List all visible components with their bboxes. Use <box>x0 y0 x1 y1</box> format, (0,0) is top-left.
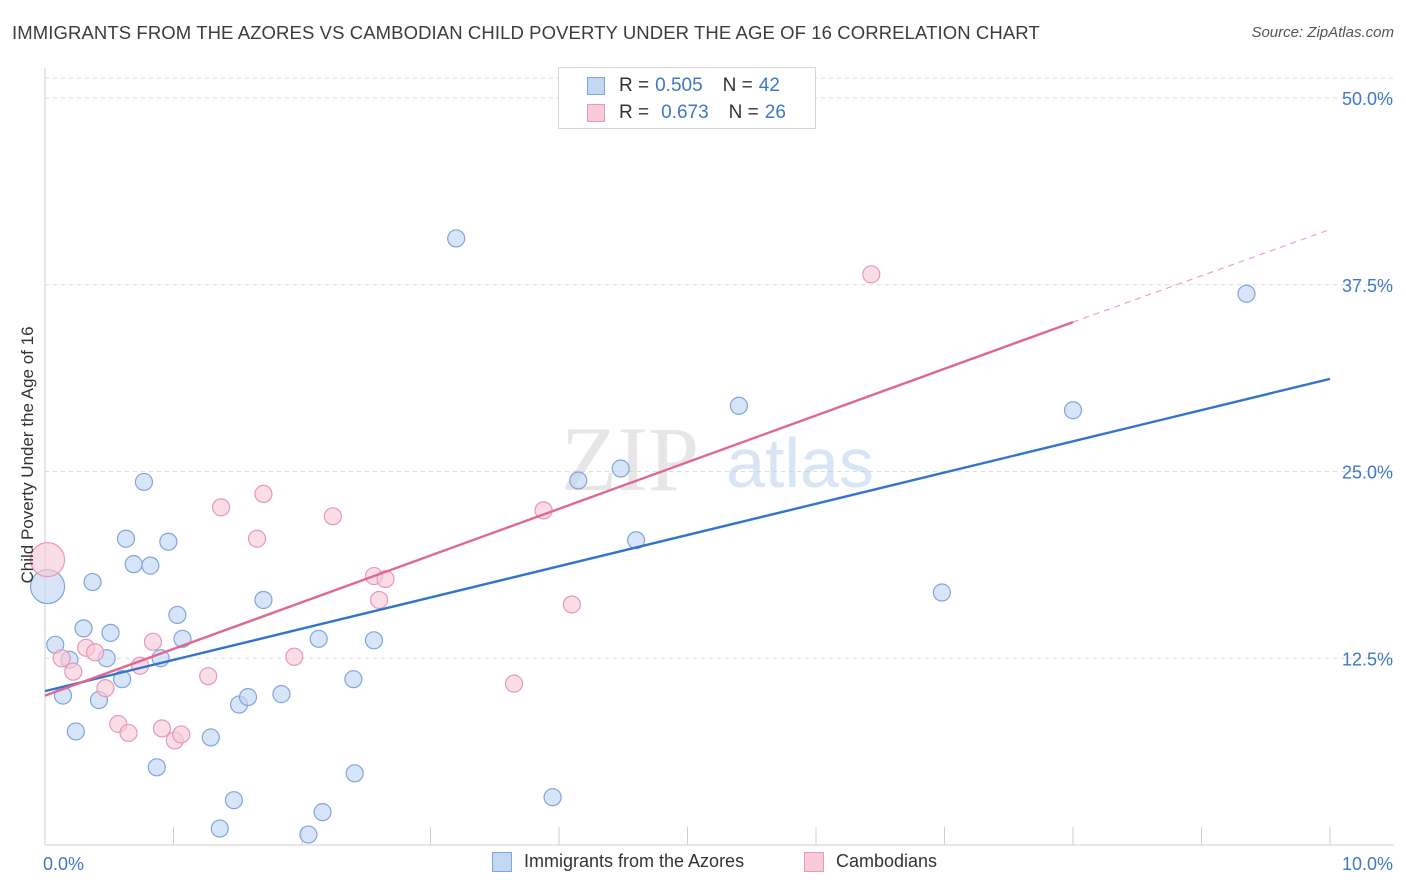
point-azores <box>569 471 588 490</box>
point-azores <box>313 803 332 822</box>
legend-n-label: N = <box>722 75 753 96</box>
legend-r-value-azores: 0.505 <box>655 75 703 96</box>
point-cambodians <box>199 667 218 686</box>
point-azores <box>254 590 273 610</box>
point-azores <box>224 791 243 810</box>
bottom-legend-azores: Immigrants from the Azores <box>492 851 744 872</box>
point-azores <box>344 670 363 689</box>
point-azores <box>272 685 291 704</box>
point-azores <box>626 531 646 550</box>
point-cambodians <box>376 569 395 589</box>
point-azores <box>932 583 952 602</box>
watermark-atlas: atlas <box>726 424 874 502</box>
legend-r-label: R = <box>619 102 650 123</box>
point-azores <box>210 819 229 838</box>
point-azores <box>66 722 85 741</box>
point-cambodians <box>211 498 231 517</box>
point-azores <box>83 572 102 592</box>
point-cambodians <box>323 507 342 526</box>
point-azores <box>1237 284 1256 303</box>
axes <box>44 68 1394 846</box>
point-azores <box>1063 401 1083 420</box>
bottom-legend-swatch-cambodians <box>804 851 824 872</box>
point-azores <box>116 529 136 548</box>
point-azores <box>112 670 132 689</box>
point-azores <box>159 532 178 551</box>
point-azores <box>201 728 220 747</box>
x-tick-label: 10.0% <box>1342 854 1393 874</box>
data-points <box>29 229 1256 844</box>
bottom-legend-cambodians: Cambodians <box>804 851 937 872</box>
point-cambodians <box>86 643 105 662</box>
y-tick-label: 25.0% <box>1342 463 1393 483</box>
point-azores <box>134 472 154 492</box>
legend-r-value-cambodians: 0.673 <box>661 102 709 123</box>
point-azores <box>299 825 318 844</box>
point-azores <box>74 619 93 638</box>
legend-row-azores: R = 0.505 N = 42 <box>587 74 780 98</box>
y-tick-label: 12.5% <box>1342 649 1393 669</box>
point-azores <box>543 788 562 807</box>
trend-line-cambodians <box>44 320 1074 697</box>
bottom-legend-swatch-azores <box>492 851 512 872</box>
trend-line-azores <box>44 377 1331 693</box>
x-tick-label: 0.0% <box>43 854 84 874</box>
point-azores <box>309 629 328 648</box>
point-azores <box>345 764 364 783</box>
point-cambodians <box>143 632 163 651</box>
y-tick-label: 37.5% <box>1342 276 1393 296</box>
bottom-legend-label-cambodians: Cambodians <box>836 851 938 871</box>
point-cambodians <box>96 679 115 698</box>
legend-n-label: N = <box>728 102 759 123</box>
point-cambodians <box>562 595 581 614</box>
point-azores <box>611 459 630 478</box>
legend-n-value-cambodians: 26 <box>764 102 786 123</box>
point-cambodians <box>285 647 304 666</box>
bottom-legend-label-azores: Immigrants from the Azores <box>524 851 745 871</box>
trend-line-cambodians-extension <box>1072 228 1331 323</box>
legend-swatch-cambodians <box>587 104 605 122</box>
point-cambodians <box>504 674 524 693</box>
point-azores <box>147 758 166 777</box>
y-tick-label: 50.0% <box>1342 89 1393 109</box>
point-cambodians <box>152 719 172 738</box>
y-axis-title: Child Poverty Under the Age of 16 <box>18 326 37 584</box>
point-cambodians <box>862 265 881 284</box>
point-azores <box>238 687 258 707</box>
tick-labels: 12.5% 25.0% 37.5% 50.0% 0.0% 10.0% <box>43 89 1393 874</box>
gridlines <box>45 77 1394 659</box>
point-cambodians <box>370 590 389 610</box>
point-cambodians <box>64 662 83 681</box>
legend-row-cambodians: R = 0.673 N = 26 <box>587 101 786 125</box>
trend-lines <box>44 228 1331 697</box>
point-cambodians <box>172 725 191 744</box>
point-azores <box>729 396 749 415</box>
point-cambodians <box>52 649 71 668</box>
point-azores <box>124 555 143 574</box>
point-cambodians <box>247 529 267 548</box>
point-azores <box>168 605 187 625</box>
point-cambodians <box>29 542 66 578</box>
legend-swatch-azores <box>587 77 605 95</box>
point-azores <box>101 623 120 642</box>
watermark: ZIP atlas <box>561 408 874 510</box>
stats-legend: R = 0.505 N = 42 R = 0.673 N = 26 <box>558 67 816 129</box>
point-cambodians <box>119 723 138 743</box>
legend-r-label: R = <box>619 75 650 96</box>
point-azores <box>141 556 160 575</box>
point-cambodians <box>254 484 273 504</box>
watermark-zip: ZIP <box>561 408 699 510</box>
legend-n-value-azores: 42 <box>758 75 780 96</box>
chart-title: IMMIGRANTS FROM THE AZORES VS CAMBODIAN … <box>12 22 1040 43</box>
point-azores <box>447 229 466 248</box>
point-azores <box>364 631 384 650</box>
source-label: Source: ZipAtlas.com <box>1251 24 1394 41</box>
